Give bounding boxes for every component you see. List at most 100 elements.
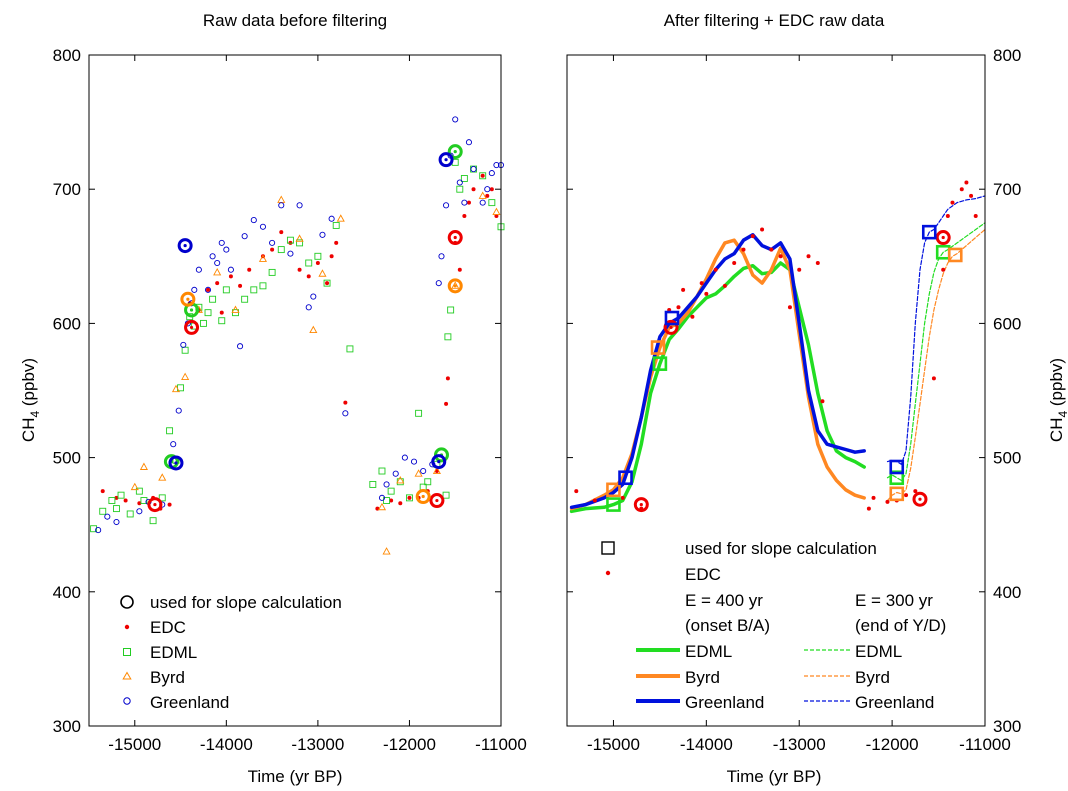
greenland-point	[241, 233, 248, 240]
right-y-tick-label: 600	[993, 314, 1021, 333]
greenland-point	[420, 467, 427, 475]
legend-greenland-marker	[123, 697, 131, 705]
byrd-point	[158, 473, 167, 481]
edc-slope-point	[935, 230, 951, 246]
edml-dashed-line	[886, 222, 986, 481]
legend-header-left-2: (onset B/A)	[685, 616, 770, 635]
greenland-point	[278, 202, 285, 209]
greenland-point	[191, 286, 198, 293]
greenland-point	[461, 199, 468, 206]
greenland-point	[218, 239, 225, 246]
left-x-tick-label: -13000	[291, 735, 344, 754]
right-x-tick-label: -14000	[680, 735, 733, 754]
edc-point	[123, 498, 128, 503]
byrd-point	[258, 254, 268, 262]
edc-point	[238, 283, 243, 288]
byrd-point	[432, 466, 441, 474]
byrd-slope-square	[947, 247, 963, 263]
byrd-point	[277, 195, 286, 203]
byrd-point	[396, 475, 405, 484]
greenland-point	[237, 343, 244, 350]
byrd-point	[181, 372, 190, 381]
greenland-solid-line	[569, 233, 866, 510]
edc-point	[471, 187, 476, 192]
edc-point	[334, 240, 339, 245]
greenland-point	[113, 518, 120, 526]
byrd-slope-point-center	[453, 284, 457, 288]
edc-point	[820, 399, 825, 404]
edc-point	[676, 305, 681, 310]
edc-slope-point-center	[639, 502, 643, 507]
left-plot-frame	[88, 54, 502, 727]
edc-point	[681, 287, 686, 292]
greenland-point	[465, 139, 473, 146]
greenland-point	[342, 410, 349, 417]
edml-point	[108, 497, 116, 504]
edml-solid-line	[569, 261, 866, 514]
edc-point	[219, 310, 224, 315]
byrd-point	[130, 482, 139, 491]
edc-point	[806, 254, 811, 259]
legend-byrd-marker	[122, 671, 132, 680]
raw-data-panel: Raw data before filtering -15000 -14000 -1…	[19, 11, 527, 786]
greenland-point	[305, 304, 312, 311]
edc-slope-point-center	[153, 502, 157, 507]
edml-point	[222, 286, 230, 294]
edml-slope-point-center	[453, 150, 457, 154]
greenland-point	[204, 286, 212, 293]
edc-point	[407, 495, 412, 500]
right-y-tick-label: 400	[993, 583, 1021, 602]
greenland-point	[180, 341, 187, 348]
edml-point	[296, 239, 304, 247]
greenland-point	[392, 470, 399, 477]
byrd-slope-square	[889, 486, 905, 502]
edc-slope-point-center	[941, 235, 945, 240]
right-x-tick-label: -11000	[959, 735, 1011, 754]
byrd-point	[295, 234, 304, 242]
greenland-slope-square	[664, 310, 680, 326]
edc-point	[306, 274, 311, 279]
edml-point	[447, 306, 455, 314]
edc-slope-point	[633, 497, 649, 513]
edc-point	[959, 187, 964, 192]
byrd-point	[213, 267, 222, 276]
edc-point	[815, 261, 820, 266]
edc-point	[945, 214, 950, 219]
edc-point	[592, 498, 597, 503]
greenland-point	[438, 253, 445, 260]
right-y-tick-label: 500	[993, 449, 1021, 468]
edc-slope-point	[147, 497, 163, 513]
byrd-solid-line	[569, 238, 866, 511]
filtered-data-panel: After filtering + EDC raw data -15000 -14…	[566, 11, 1068, 786]
edc-point	[950, 200, 955, 205]
edc-point	[722, 283, 727, 288]
right-x-tick-label: -15000	[587, 735, 640, 754]
left-x-axis-label: Time (yr BP)	[248, 767, 343, 786]
right-y-tick-label: 300	[993, 717, 1021, 736]
edc-point	[206, 287, 211, 292]
edml-point	[369, 480, 377, 488]
left-x-tick-label: -11000	[475, 735, 527, 754]
left-y-tick-label: 700	[53, 180, 81, 199]
edml-point	[241, 295, 249, 303]
greenland-point	[410, 458, 418, 465]
byrd-point	[451, 281, 460, 289]
edc-point	[885, 499, 890, 504]
edc-point	[489, 187, 494, 192]
edc-point	[769, 247, 774, 252]
legend-edml-dashed-label: EDML	[855, 642, 902, 661]
greenland-point	[175, 407, 182, 414]
greenland-point	[223, 246, 230, 253]
left-y-tick-label: 500	[53, 449, 81, 468]
left-x-tick-label: -12000	[383, 735, 436, 754]
left-axes: -15000 -14000 -13000 -12000 -11000 300 400 500 6…	[53, 46, 527, 754]
byrd-point	[139, 462, 148, 470]
edml-point	[113, 505, 120, 513]
edml-point	[444, 333, 452, 341]
greenland-slope-square	[618, 470, 633, 486]
edml-point	[479, 172, 487, 180]
left-legend: used for slope calculation EDC EDML Byrd…	[120, 593, 342, 712]
greenland-point	[104, 513, 111, 520]
greenland-point	[435, 280, 442, 287]
edml-slope-point	[447, 144, 463, 160]
